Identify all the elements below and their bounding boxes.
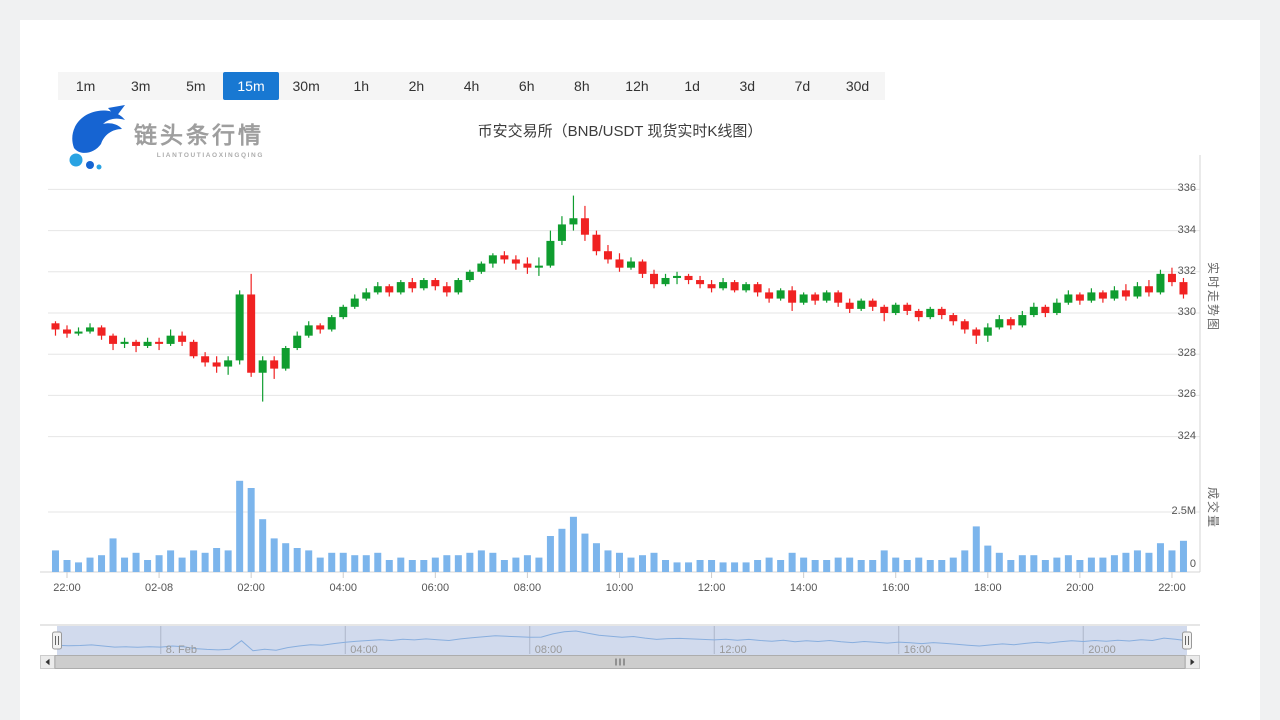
timeframe-button-12h[interactable]: 12h <box>625 78 649 94</box>
x-axis-label: 08:00 <box>513 582 542 594</box>
candles-layer <box>51 195 1188 402</box>
navigator-mask[interactable] <box>57 626 1187 655</box>
x-axis-label: 20:00 <box>1066 582 1094 594</box>
navigator-axis-label: 12:00 <box>719 644 747 656</box>
price-axis-title: 实时走势图 <box>1206 262 1220 333</box>
navigator-axis-label: 04:00 <box>350 644 378 656</box>
scrollbar-left-arrow-icon <box>45 658 50 666</box>
navigator-handle-left[interactable] <box>52 631 62 650</box>
price-axis-label: 334 <box>1177 223 1196 236</box>
timeframe-button-30m[interactable]: 30m <box>292 78 320 94</box>
logo-icon <box>69 105 125 170</box>
navigator[interactable] <box>40 624 1200 655</box>
price-axis-label: 332 <box>1177 264 1196 277</box>
timeframe-button-3d[interactable]: 3d <box>739 78 756 94</box>
scrollbar-right-arrow-icon <box>1190 658 1195 666</box>
x-axis-label: 06:00 <box>421 582 450 594</box>
price-axis-label: 326 <box>1177 388 1196 401</box>
timeframe-button-4h[interactable]: 4h <box>463 78 480 94</box>
timeframe-button-7d[interactable]: 7d <box>794 78 811 94</box>
x-axis-label: 18:00 <box>974 582 1002 594</box>
price-axis-label: 324 <box>1177 429 1196 442</box>
x-axis-label: 22:00 <box>53 582 81 594</box>
x-axis-label: 22:00 <box>1158 582 1186 594</box>
navigator-series-line <box>56 630 1188 652</box>
x-axis-label: 16:00 <box>881 582 910 594</box>
navigator-axis-label: 08:00 <box>534 644 563 656</box>
volume-layer <box>51 480 1187 572</box>
price-axis-label: 330 <box>1177 306 1196 318</box>
timeframe-button-1d[interactable]: 1d <box>684 78 700 94</box>
timeframe-button-8h[interactable]: 8h <box>574 78 590 94</box>
x-axis-label: 02:00 <box>237 582 265 594</box>
timeframe-button-3m[interactable]: 3m <box>130 78 151 94</box>
timeframe-bar: 1m 3m 5m 15m 30m 1h 2h 4h 6h 8h 12h 1d 3d 7d 30d <box>58 72 885 100</box>
x-axis-label: 10:00 <box>605 582 634 594</box>
volume-axis-label: 0 <box>1189 558 1196 570</box>
logo-title: 链头条行情 <box>134 122 264 148</box>
site-logo[interactable]: 链头条行情 LIANTOUTIAOXINGQING <box>64 104 264 170</box>
navigator-axis-label: 20:00 <box>1088 644 1116 656</box>
x-axis-label: 02-08 <box>145 582 174 594</box>
x-axis-label: 12:00 <box>697 582 726 594</box>
price-axis-label: 336 <box>1177 182 1196 195</box>
page-title: 币安交易所（BNB/USDT 现货实时K线图） <box>477 123 763 140</box>
timeframe-button-6h[interactable]: 6h <box>518 78 535 94</box>
x-axis-label: 14:00 <box>789 582 818 594</box>
volume-axis-label: 2.5M <box>1171 505 1196 517</box>
logo-subtitle: LIANTOUTIAOXINGQING <box>156 152 264 159</box>
navigator-handle-right[interactable] <box>1182 631 1192 650</box>
price-axis-label: 328 <box>1177 347 1196 360</box>
volume-axis-title: 成交量 <box>1206 487 1220 530</box>
scrollbar[interactable] <box>40 655 1200 669</box>
timeframe-button-30d[interactable]: 30d <box>845 78 870 94</box>
x-axis-label: 04:00 <box>329 582 357 594</box>
timeframe-button-5m[interactable]: 5m <box>186 78 206 94</box>
timeframe-button-1m[interactable]: 1m <box>75 78 96 94</box>
navigator-axis-label: 16:00 <box>903 644 932 656</box>
content-card: 1m 3m 5m 15m 30m 1h 2h 4h 6h 8h 12h 1d 3d 7d 30d 链头条行情… <box>20 20 1260 720</box>
timeframe-button-1h[interactable]: 1h <box>353 78 370 94</box>
navigator-axis-label: 8. Feb <box>165 644 197 656</box>
timeframe-button-15m[interactable]: 15m <box>223 72 279 100</box>
timeframe-button-2h[interactable]: 2h <box>408 78 425 94</box>
